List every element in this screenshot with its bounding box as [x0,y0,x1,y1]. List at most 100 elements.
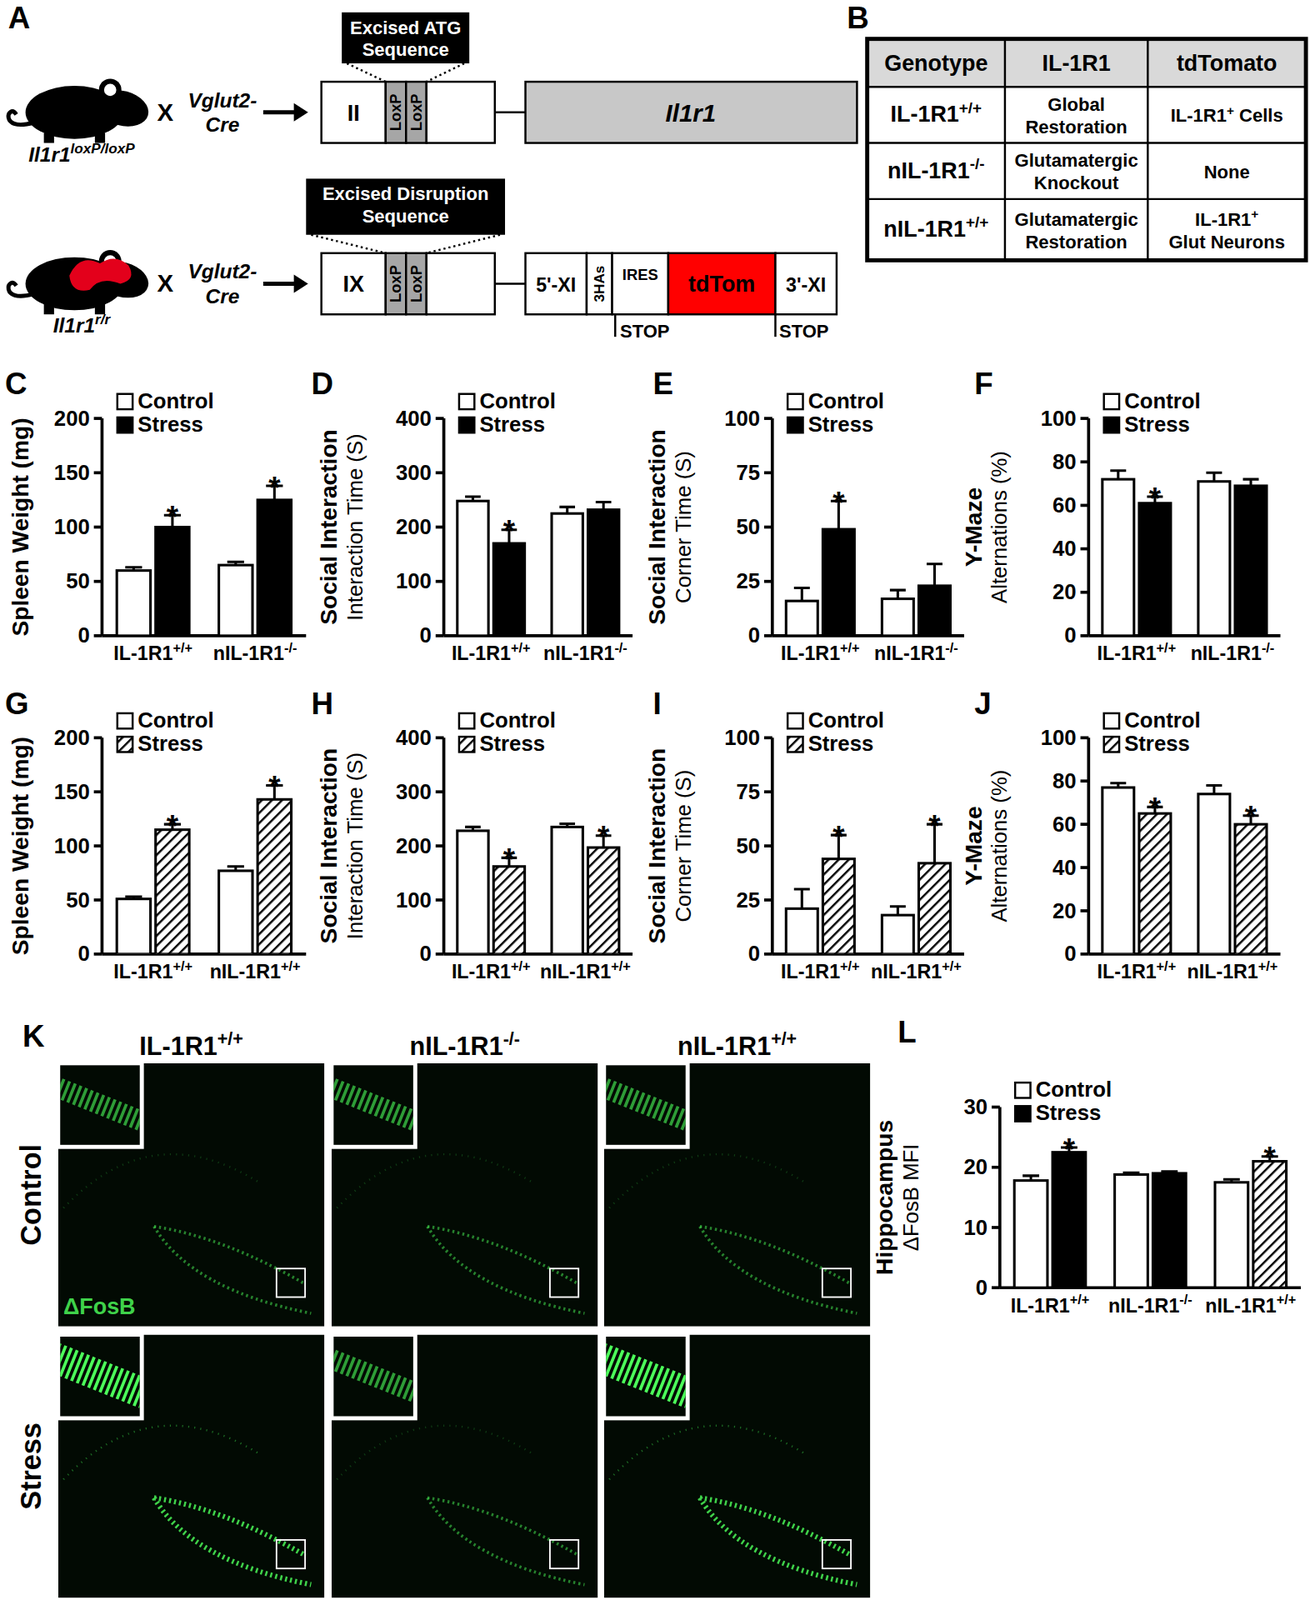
y-tick-label: 20 [964,1155,989,1179]
superscript: -/- [970,155,985,173]
bar-chart: G050100150200Spleen Weight (mg)IL-1R1+/+… [5,686,306,983]
panel-letter: I [653,686,662,721]
construct-label: 5'-XI [535,274,576,296]
bar-chart: E0255075100Social InteractionCorner Time… [644,366,965,665]
text-part: nIL-1R1 [874,642,945,665]
error-cap [1205,784,1222,787]
y-tick-label: 25 [736,569,761,593]
image-background [604,1335,871,1599]
legend-swatch [1104,713,1120,729]
x-tick-label: IL-1R1+/+ [1097,640,1177,665]
legend-swatch [1104,736,1120,752]
bar-chart: J020406080100Y-MazeAlternations (%)IL-1R… [960,686,1281,983]
callout-line [426,63,465,82]
error-cap [1243,478,1260,481]
image-background [58,1335,325,1599]
y-tick-label: 100 [1040,725,1077,750]
superscript: +/+ [510,958,531,974]
superscript: +/+ [217,1029,244,1050]
text-part: Cells [1234,105,1284,126]
y-tick-label: 50 [65,888,90,912]
error-bar [794,889,810,909]
inset-cells [60,1356,140,1394]
table-cell: Glut Neurons [1169,231,1285,253]
superscript: +/+ [1156,958,1177,974]
bar [588,847,620,955]
cross-symbol: X [157,269,175,297]
legend-label: Control [479,389,555,413]
ca-layer [63,1154,258,1208]
y-tick [435,634,445,638]
image-content [604,1335,871,1599]
significance-star: * [1149,481,1162,516]
bar [1115,1174,1149,1288]
panel-letter: J [974,686,991,721]
legend: ControlStress [117,708,215,755]
legend: ControlStress [787,389,885,436]
legend-swatch [459,394,475,410]
bar [219,870,253,955]
significance-star: * [1149,791,1162,826]
image-background [331,1335,599,1599]
bar [918,863,950,955]
exon-label: II [347,100,360,126]
x-tick-label: nIL-1R1-/- [874,640,959,665]
arrow-head [294,274,309,293]
bar [551,513,583,636]
superscript: +/+ [770,1029,797,1050]
annotations: ** [1063,1132,1277,1176]
construct-segment [525,253,587,315]
y-tick [991,1225,1000,1230]
y-tick [1080,460,1090,464]
bars [1102,783,1267,955]
error-cap [1223,1178,1240,1181]
y-tick [435,580,445,584]
image-content [58,1335,325,1599]
y-tick [991,1105,1000,1110]
table-cell: Glutamatergic [1015,150,1139,171]
bar [881,599,914,636]
figure-container: AIl1r1loxP/loxPXVglut2-CreIILoxPLoxPIl1r… [0,0,1310,1600]
text-part: IL-1R1 [1097,642,1157,665]
superscript: +/+ [959,99,982,117]
error-bar [1205,472,1222,481]
superscript: -/- [1261,640,1275,655]
bar-chart: L0102030HippocampusΔFosB MFIIL-1R1+/+nIL… [871,1015,1301,1316]
ca-layer [609,1154,804,1208]
bar [116,899,150,955]
inset-marker [276,1540,305,1569]
superscript: +/+ [610,958,631,974]
text-part: nIL-1R1 [887,158,970,184]
callout-text: Excised Disruption [322,183,489,205]
x-tick-label: nIL-1R1-/- [1108,1291,1193,1316]
bar [155,527,190,636]
ca-layer [336,1154,531,1208]
panel-letter: L [897,1015,916,1050]
error-bar [227,561,245,565]
bar [257,500,291,636]
significance-star: * [268,770,281,805]
y-axis-title: Social Interaction [644,429,670,625]
legend: ControlStress [1104,389,1201,436]
superscript: +/+ [840,958,860,974]
bar [116,570,150,636]
y-tick-label: 40 [1052,855,1077,880]
superscript: -/- [503,1029,520,1050]
y-tick [94,844,103,848]
significance-star: * [597,820,610,855]
gene-box [525,81,858,143]
panel-letter: A [8,0,31,35]
legend-swatch [117,417,133,433]
legend: ControlStress [459,389,556,436]
exon-segment [426,253,495,315]
significance-star: * [166,809,180,844]
legend-swatch [1104,417,1120,433]
significance-star: * [832,820,845,855]
y-tick [435,790,445,794]
error-bar [890,906,906,915]
text-part: nIL-1R1 [210,960,281,983]
error-bar [926,564,943,586]
cre-label: Vglut2- [187,260,257,283]
y-tick-label: 400 [395,725,432,750]
superscript: +/+ [172,640,193,655]
